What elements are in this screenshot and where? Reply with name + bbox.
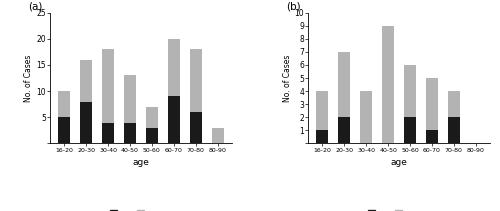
Bar (360, 91, 372, 143)
Bar (124, 76, 136, 123)
Bar (102, 123, 114, 143)
Bar (58, 117, 70, 143)
Bar (146, 128, 158, 143)
Bar (168, 96, 180, 143)
Bar (102, 49, 114, 123)
Y-axis label: No. of Cases: No. of Cases (24, 54, 34, 102)
Bar (146, 107, 158, 128)
Text: (a): (a) (28, 2, 42, 12)
Bar (190, 49, 202, 112)
Bar (58, 91, 70, 117)
Bar (316, 91, 328, 130)
Bar (316, 130, 328, 143)
Bar (190, 112, 202, 143)
Bar (124, 123, 136, 143)
X-axis label: age: age (132, 158, 150, 167)
Bar (426, 130, 438, 143)
Bar (338, 117, 350, 143)
Bar (448, 117, 460, 143)
Y-axis label: No. of Cases: No. of Cases (282, 54, 292, 102)
Bar (404, 65, 416, 117)
Bar (80, 102, 92, 143)
Bar (338, 52, 350, 117)
Bar (404, 117, 416, 143)
Bar (212, 128, 224, 143)
Bar (80, 60, 92, 102)
X-axis label: age: age (390, 158, 407, 167)
Bar (168, 39, 180, 96)
Bar (426, 78, 438, 130)
Legend: men, women: men, women (368, 210, 430, 211)
Legend: men, women: men, women (110, 210, 172, 211)
Bar (448, 91, 460, 117)
Text: (b): (b) (286, 2, 301, 12)
Bar (382, 26, 394, 143)
